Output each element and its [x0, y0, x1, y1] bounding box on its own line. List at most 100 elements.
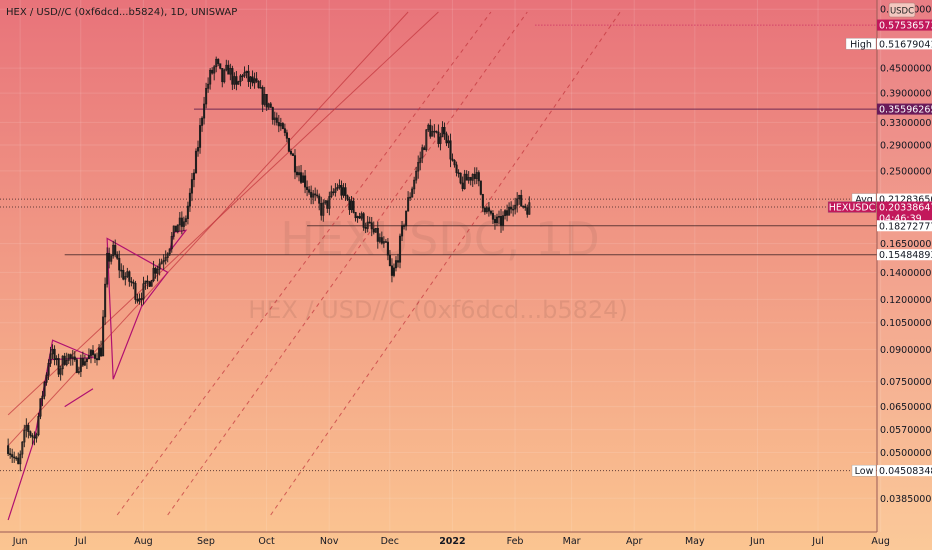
candle: [75, 357, 78, 374]
channel-2: [7, 11, 439, 416]
candle-body: [483, 207, 486, 213]
candle: [449, 133, 452, 168]
candle: [407, 191, 410, 212]
candle: [33, 431, 36, 446]
candle: [158, 258, 161, 276]
candle: [47, 359, 50, 381]
candle-body: [413, 179, 416, 190]
candle-body: [429, 124, 432, 137]
candle-body: [160, 261, 163, 265]
candle-body: [352, 200, 355, 213]
candle: [320, 196, 323, 221]
candle-body: [489, 210, 492, 214]
candle-body: [150, 280, 153, 287]
candle: [304, 169, 307, 194]
candle-body: [55, 358, 58, 361]
candle-body: [71, 356, 74, 359]
candle: [344, 183, 347, 201]
price-tag-value: 0.2128365062: [879, 195, 932, 206]
candle-body: [508, 206, 511, 216]
x-tick-label: Aug: [871, 536, 890, 547]
candle-body: [504, 210, 507, 216]
candle: [364, 222, 367, 234]
candle-body: [39, 398, 42, 417]
candle-body: [219, 63, 222, 69]
candle-body: [89, 350, 93, 356]
candle: [310, 185, 313, 205]
candle-body: [106, 252, 109, 285]
candle: [499, 208, 503, 233]
candle-body: [198, 125, 202, 148]
candle-body: [465, 173, 468, 181]
candle-body: [320, 203, 323, 216]
candle: [518, 194, 521, 205]
candle: [142, 276, 145, 305]
channel-4: [167, 11, 528, 516]
candle: [221, 68, 224, 88]
candle: [374, 227, 377, 233]
candle: [316, 189, 319, 199]
candle-body: [154, 267, 157, 274]
candle-body: [69, 354, 72, 359]
candle-body: [350, 200, 353, 211]
candle-body: [291, 153, 295, 156]
x-tick-label: Apr: [626, 536, 643, 547]
candle-body: [257, 81, 260, 88]
candle-body: [144, 280, 147, 285]
candle: [41, 390, 44, 407]
candle-body: [19, 453, 22, 465]
y-tick-label: 0.3300000000: [880, 118, 932, 129]
candle-body: [445, 133, 448, 144]
price-tag-box: [877, 201, 932, 224]
candle: [299, 164, 303, 185]
candle: [358, 212, 361, 220]
candle: [241, 74, 244, 81]
currency-badge[interactable]: USDC: [888, 2, 916, 18]
candle-body: [316, 194, 319, 197]
candle-body: [275, 117, 278, 123]
candle-body: [138, 298, 141, 302]
candle-body: [451, 158, 454, 161]
candle: [398, 233, 402, 269]
candle: [51, 344, 54, 359]
candle-body: [247, 70, 250, 82]
candle: [273, 111, 276, 126]
price-axis[interactable]: 0.63000000000.45000000000.39000000000.33…: [880, 5, 932, 505]
candle-body: [425, 129, 428, 151]
candle-body: [360, 213, 363, 219]
candle-body: [168, 248, 171, 255]
candle-body: [81, 358, 84, 366]
candle-body: [378, 237, 381, 242]
candle: [332, 188, 335, 196]
candle: [366, 216, 369, 233]
candle: [217, 58, 220, 67]
candle: [437, 124, 440, 148]
candle: [116, 251, 119, 260]
candle-body: [57, 358, 60, 375]
wedge-pattern: [106, 237, 169, 380]
candle: [396, 253, 400, 268]
candle: [287, 137, 290, 152]
candle-body: [506, 210, 509, 216]
candle: [178, 211, 181, 232]
price-tag-value: 0.3559626505: [879, 105, 932, 116]
y-tick-label: 0.0570000000: [880, 425, 932, 436]
candle-body: [376, 227, 379, 242]
candle-body: [467, 177, 470, 181]
candle: [188, 188, 191, 212]
candle: [205, 82, 208, 109]
candle: [283, 123, 286, 137]
candle-body: [400, 225, 404, 237]
candle-body: [299, 172, 303, 183]
candle: [340, 180, 343, 200]
price-level-label-box: [827, 201, 877, 213]
candle-body: [213, 66, 216, 74]
candle-body: [330, 191, 333, 197]
candle: [225, 59, 228, 72]
candle-body: [528, 202, 531, 215]
candle: [249, 75, 252, 90]
candle: [405, 210, 408, 231]
time-axis[interactable]: Jun Jul Aug Sep Oct Nov Dec 2022 Feb Mar Apr May Jun…: [12, 536, 890, 547]
candle-body: [405, 210, 408, 227]
x-tick-label: Feb: [507, 536, 524, 547]
